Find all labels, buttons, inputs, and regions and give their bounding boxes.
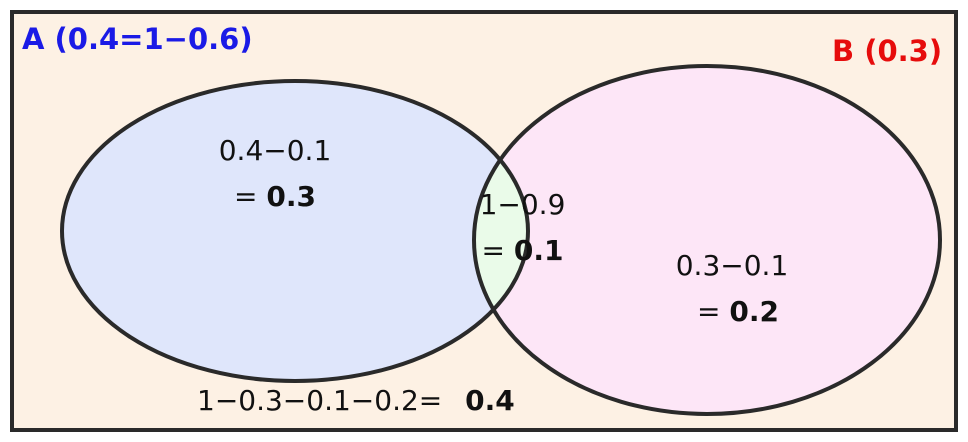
region-a-only-result: = 0.3 [205, 174, 345, 220]
region-neither-expr: 1−0.3−0.1−0.2= [197, 384, 443, 417]
region-both-eq: = [481, 234, 505, 267]
set-a-circle [62, 81, 528, 381]
region-b-only-expr: 0.3−0.1 [675, 249, 789, 282]
region-neither-label: 1−0.3−0.1−0.2= 0.4 [197, 381, 515, 421]
region-b-only-result: = 0.2 [663, 289, 801, 335]
region-a-only-expr: 0.4−0.1 [218, 134, 332, 167]
region-b-only-eq: = [697, 295, 721, 328]
region-neither-value: 0.4 [465, 384, 515, 417]
region-a-only-value: 0.3 [266, 180, 316, 213]
set-b-circle [474, 66, 940, 414]
set-a-label: A (0.4=1−0.6) [22, 22, 253, 56]
region-a-only-label: 0.4−0.1 = 0.3 [205, 128, 345, 220]
region-both-value: 0.1 [513, 234, 564, 267]
region-a-only-eq: = [234, 180, 258, 213]
region-both-label: 1−0.9 = 0.1 [460, 182, 585, 274]
set-b-label: B (0.3) [832, 34, 943, 68]
set-b-outline [472, 64, 942, 416]
region-both-expr: 1−0.9 [479, 188, 566, 221]
region-b-only-label: 0.3−0.1 = 0.2 [663, 243, 801, 335]
set-a-outline [60, 79, 530, 383]
region-both-result: = 0.1 [460, 228, 585, 274]
region-b-only-value: 0.2 [729, 295, 779, 328]
